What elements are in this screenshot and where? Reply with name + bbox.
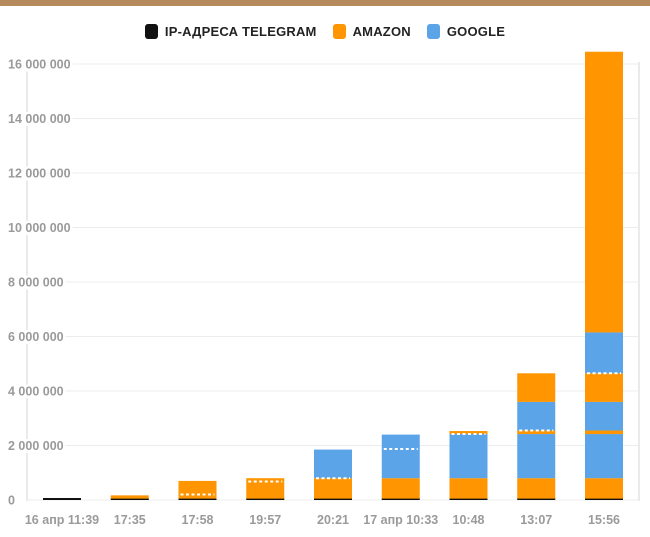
- bar-segment-ip-адреса-telegram: [585, 498, 623, 500]
- bar-segment-google: [585, 434, 623, 479]
- x-tick-label: 13:07: [520, 513, 552, 527]
- bar-6[interactable]: [381, 434, 420, 500]
- y-tick-label: 4 000 000: [8, 385, 64, 399]
- bar-segment-ip-адреса-telegram: [449, 498, 488, 500]
- bar-segment-google: [449, 434, 488, 479]
- bar-segment-amazon: [585, 430, 623, 435]
- top-accent-bar: [0, 0, 650, 6]
- bar-5[interactable]: [314, 449, 352, 500]
- x-tick-label: 17:35: [114, 513, 146, 527]
- bar-segment-google: [381, 434, 420, 479]
- bar-segment-ip-адреса-telegram: [246, 498, 285, 500]
- bar-9[interactable]: [585, 51, 623, 500]
- y-axis-ticks: 0 2 000 000 4 000 000 6 000 000 8 000 000 10 …: [6, 57, 73, 508]
- bar-segment-amazon: [585, 373, 623, 402]
- y-tick-label-bg: [6, 112, 73, 126]
- y-tick-label-bg: [6, 275, 66, 290]
- bar-4[interactable]: [246, 478, 285, 500]
- bar-segment-google: [585, 332, 623, 374]
- y-tick-label-bg: [6, 493, 17, 508]
- y-tick-label-bg: [6, 439, 66, 453]
- legend-item-amazon[interactable]: AMAZON: [332, 24, 411, 39]
- y-tick-label-bg: [6, 166, 73, 181]
- chart-legend: IP-АДРЕСА TELEGRAM AMAZON GOOGLE: [0, 24, 650, 39]
- y-tick-label: 0: [8, 494, 15, 508]
- bar-segment-google: [585, 401, 623, 431]
- bar-segment-google: [314, 449, 352, 479]
- legend-item-google[interactable]: GOOGLE: [426, 24, 506, 39]
- y-tick-label-bg: [6, 384, 66, 399]
- bar-segment-ip-адреса-telegram: [110, 498, 149, 500]
- bar-segment-amazon: [246, 478, 285, 499]
- bar-segment-amazon: [449, 478, 488, 499]
- legend-item-telegram[interactable]: IP-АДРЕСА TELEGRAM: [144, 24, 317, 39]
- y-tick-label: 12 000 000: [8, 167, 71, 181]
- bar-segment-amazon: [517, 478, 556, 499]
- x-tick-label: 15:56: [588, 513, 620, 527]
- y-tick-label-bg: [6, 221, 73, 235]
- bar-segment-ip-адреса-telegram: [43, 498, 81, 500]
- bar-1[interactable]: [43, 498, 81, 500]
- bar-segment-ip-адреса-telegram: [381, 498, 420, 500]
- bar-8[interactable]: [517, 373, 556, 500]
- bar-segment-amazon: [110, 495, 149, 499]
- y-tick-label-bg: [6, 330, 66, 344]
- bar-segment-google: [517, 434, 556, 479]
- legend-swatch-amazon: [332, 24, 346, 39]
- y-tick-label: 10 000 000: [8, 221, 71, 235]
- bar-segment-amazon: [585, 51, 623, 333]
- bar-segment-amazon: [314, 478, 352, 499]
- bar-3[interactable]: [178, 480, 217, 500]
- legend-label-amazon: AMAZON: [352, 24, 411, 39]
- bar-2[interactable]: [110, 495, 149, 500]
- y-tick-label: 8 000 000: [8, 276, 64, 290]
- y-tick-label-bg: [6, 57, 73, 72]
- x-tick-label: 17 апр 10:33: [363, 513, 438, 527]
- legend-swatch-telegram: [144, 24, 158, 39]
- legend-label-telegram: IP-АДРЕСА TELEGRAM: [164, 24, 317, 39]
- bar-segment-amazon: [381, 478, 420, 499]
- bar-segment-amazon: [517, 373, 556, 402]
- legend-label-google: GOOGLE: [446, 24, 506, 39]
- bar-segment-ip-адреса-telegram: [517, 498, 556, 500]
- x-tick-label: 16 апр 11:39: [25, 513, 99, 527]
- bar-segment-amazon: [585, 478, 623, 499]
- y-tick-label: 2 000 000: [8, 439, 64, 453]
- bar-7[interactable]: [449, 431, 488, 500]
- x-tick-label: 10:48: [453, 513, 485, 527]
- bar-segment-ip-адреса-telegram: [178, 498, 217, 500]
- bars: [43, 51, 623, 500]
- x-axis-ticks: 16 апр 11:39 17:35 17:58 19:57 20:21 17 апр 1…: [25, 513, 620, 527]
- bar-segment-google: [517, 401, 556, 431]
- bar-segment-amazon: [449, 431, 488, 435]
- legend-swatch-google: [426, 24, 440, 39]
- y-tick-label: 6 000 000: [8, 330, 64, 344]
- x-tick-label: 19:57: [249, 513, 281, 527]
- bar-segment-amazon: [517, 430, 556, 435]
- bar-segment-ip-адреса-telegram: [314, 498, 352, 500]
- x-tick-label: 20:21: [317, 513, 349, 527]
- y-tick-label: 14 000 000: [8, 112, 71, 126]
- y-tick-label: 16 000 000: [8, 58, 71, 72]
- x-tick-label: 17:58: [182, 513, 214, 527]
- bar-segment-amazon: [178, 480, 217, 499]
